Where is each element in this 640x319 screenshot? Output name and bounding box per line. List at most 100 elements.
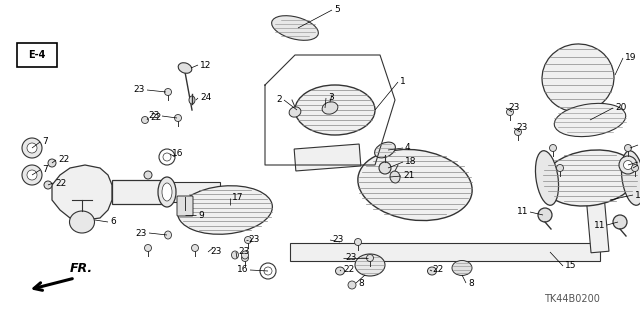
Ellipse shape bbox=[613, 215, 627, 229]
Text: 18: 18 bbox=[405, 158, 417, 167]
Polygon shape bbox=[52, 165, 112, 220]
Ellipse shape bbox=[178, 186, 273, 234]
Ellipse shape bbox=[536, 151, 559, 205]
Ellipse shape bbox=[374, 142, 396, 158]
Ellipse shape bbox=[358, 149, 472, 220]
Ellipse shape bbox=[295, 85, 375, 135]
Text: 5: 5 bbox=[334, 5, 340, 14]
Text: 7: 7 bbox=[42, 137, 48, 146]
Text: 16: 16 bbox=[172, 150, 184, 159]
Ellipse shape bbox=[144, 171, 152, 179]
Ellipse shape bbox=[621, 151, 640, 205]
Ellipse shape bbox=[538, 208, 552, 222]
Ellipse shape bbox=[543, 150, 637, 206]
Ellipse shape bbox=[164, 231, 172, 239]
Ellipse shape bbox=[159, 149, 175, 165]
Ellipse shape bbox=[232, 251, 239, 259]
Ellipse shape bbox=[164, 88, 172, 95]
Text: 21: 21 bbox=[403, 172, 414, 181]
Ellipse shape bbox=[27, 170, 37, 180]
Polygon shape bbox=[112, 180, 165, 204]
Ellipse shape bbox=[390, 171, 400, 183]
Ellipse shape bbox=[145, 244, 152, 251]
Text: TK44B0200: TK44B0200 bbox=[544, 294, 600, 304]
FancyBboxPatch shape bbox=[177, 196, 193, 216]
Text: 19: 19 bbox=[625, 54, 637, 63]
Text: 1: 1 bbox=[400, 78, 406, 86]
Ellipse shape bbox=[264, 267, 272, 275]
Text: 24: 24 bbox=[200, 93, 211, 102]
Text: 23: 23 bbox=[345, 254, 356, 263]
Text: 8: 8 bbox=[358, 278, 364, 287]
Polygon shape bbox=[167, 182, 220, 202]
Ellipse shape bbox=[241, 251, 248, 259]
Ellipse shape bbox=[27, 143, 37, 153]
Ellipse shape bbox=[625, 145, 632, 152]
Text: 22: 22 bbox=[150, 114, 161, 122]
Text: 8: 8 bbox=[468, 278, 474, 287]
Polygon shape bbox=[586, 194, 609, 253]
Text: 22: 22 bbox=[58, 155, 69, 165]
Ellipse shape bbox=[428, 267, 436, 275]
Text: 23: 23 bbox=[248, 235, 259, 244]
Ellipse shape bbox=[22, 138, 42, 158]
Ellipse shape bbox=[70, 211, 95, 233]
Text: FR.: FR. bbox=[70, 262, 93, 275]
Text: 16: 16 bbox=[237, 265, 248, 275]
Polygon shape bbox=[290, 243, 600, 261]
Text: 14: 14 bbox=[635, 190, 640, 199]
Ellipse shape bbox=[550, 145, 557, 152]
Text: 20: 20 bbox=[615, 103, 627, 113]
Ellipse shape bbox=[506, 108, 513, 115]
Ellipse shape bbox=[367, 255, 374, 262]
Ellipse shape bbox=[191, 244, 198, 251]
Ellipse shape bbox=[241, 255, 248, 262]
Ellipse shape bbox=[158, 177, 176, 207]
Ellipse shape bbox=[355, 239, 362, 246]
Text: 17: 17 bbox=[232, 194, 243, 203]
Text: 22: 22 bbox=[55, 179, 67, 188]
Ellipse shape bbox=[175, 115, 182, 122]
Ellipse shape bbox=[162, 183, 172, 201]
Ellipse shape bbox=[515, 129, 522, 136]
Text: 22: 22 bbox=[343, 265, 355, 275]
Ellipse shape bbox=[141, 116, 148, 123]
Text: 23: 23 bbox=[210, 248, 221, 256]
Ellipse shape bbox=[542, 44, 614, 112]
Ellipse shape bbox=[22, 165, 42, 185]
Ellipse shape bbox=[557, 165, 563, 172]
Text: 23: 23 bbox=[136, 228, 147, 238]
Ellipse shape bbox=[48, 159, 56, 167]
Text: 3: 3 bbox=[328, 93, 333, 102]
Text: 23: 23 bbox=[238, 248, 250, 256]
Text: E-4: E-4 bbox=[28, 50, 45, 60]
Ellipse shape bbox=[335, 267, 344, 275]
Ellipse shape bbox=[163, 153, 171, 161]
Ellipse shape bbox=[355, 254, 385, 276]
Ellipse shape bbox=[554, 103, 626, 137]
Ellipse shape bbox=[348, 281, 356, 289]
Ellipse shape bbox=[189, 96, 195, 104]
Text: 23: 23 bbox=[332, 235, 344, 244]
FancyBboxPatch shape bbox=[17, 43, 57, 67]
Ellipse shape bbox=[452, 261, 472, 276]
Text: 11: 11 bbox=[516, 207, 528, 217]
Text: 6: 6 bbox=[110, 218, 116, 226]
Text: 23: 23 bbox=[508, 103, 520, 113]
Ellipse shape bbox=[379, 162, 391, 174]
Text: 4: 4 bbox=[405, 144, 411, 152]
Ellipse shape bbox=[322, 102, 338, 114]
Text: 7: 7 bbox=[42, 166, 48, 174]
Ellipse shape bbox=[178, 63, 192, 73]
Text: 23: 23 bbox=[134, 85, 145, 94]
Polygon shape bbox=[294, 144, 361, 171]
Ellipse shape bbox=[623, 160, 632, 169]
Ellipse shape bbox=[289, 107, 301, 117]
Text: 9: 9 bbox=[198, 211, 204, 219]
Text: 23: 23 bbox=[516, 123, 527, 132]
Text: 2: 2 bbox=[276, 95, 282, 105]
Ellipse shape bbox=[271, 16, 318, 40]
Ellipse shape bbox=[260, 263, 276, 279]
Text: 12: 12 bbox=[200, 61, 211, 70]
Text: 22: 22 bbox=[432, 265, 444, 275]
